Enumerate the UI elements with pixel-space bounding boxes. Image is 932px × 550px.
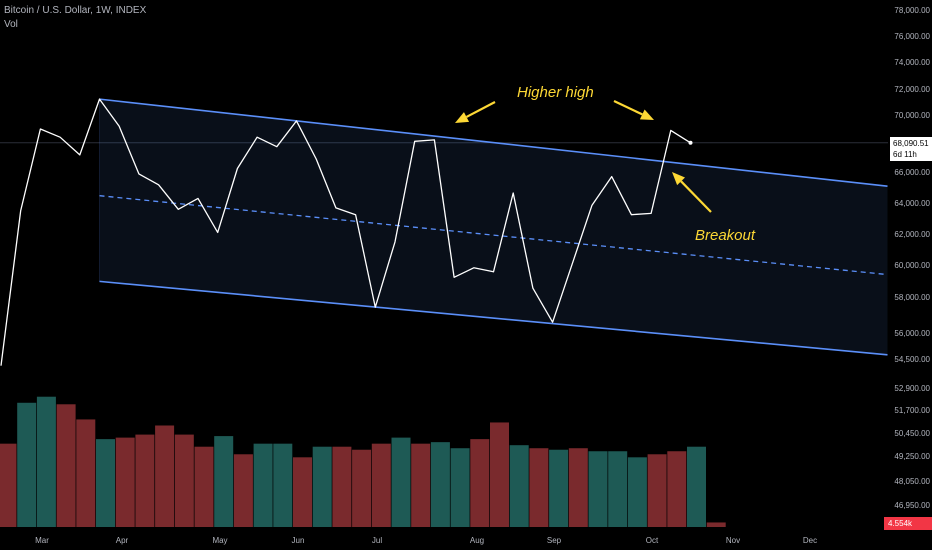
price-line[interactable] <box>0 98 691 366</box>
y-tick-label: 74,000.00 <box>894 58 930 67</box>
volume-bar <box>0 443 17 527</box>
last-price: 68,090.51 <box>893 139 929 148</box>
x-tick-label: May <box>212 536 227 545</box>
volume-label: Vol <box>4 19 18 30</box>
y-tick-label: 51,700.00 <box>894 406 930 415</box>
y-axis: 78,000.00 76,000.00 74,000.00 72,000.00 70,0… <box>894 6 930 510</box>
y-tick-label: 76,000.00 <box>894 32 930 41</box>
volume-bar <box>687 446 706 527</box>
y-tick-label: 62,000.00 <box>894 230 930 239</box>
x-tick-label: Jul <box>372 536 382 545</box>
y-tick-label: 58,000.00 <box>894 293 930 302</box>
last-volume-tag: 4.554k <box>884 517 932 530</box>
channel-upper-line[interactable] <box>99 98 888 187</box>
y-tick-label: 50,450.00 <box>894 429 930 438</box>
chart-title: Bitcoin / U.S. Dollar, 1W, INDEX <box>4 5 147 16</box>
volume-bar <box>667 451 687 527</box>
volume-bar <box>470 439 490 527</box>
x-tick-label: Aug <box>470 536 484 545</box>
y-tick-label: 70,000.00 <box>894 111 930 120</box>
arrow-right-high <box>613 100 654 120</box>
y-tick-label: 46,950.00 <box>894 501 930 510</box>
y-tick-label: 52,900.00 <box>894 384 930 393</box>
volume-bar <box>36 396 56 527</box>
x-tick-label: Dec <box>803 536 817 545</box>
volume-bar <box>76 419 96 527</box>
volume-bar <box>529 448 549 527</box>
y-tick-label: 66,000.00 <box>894 168 930 177</box>
volume-bar <box>647 454 667 527</box>
volume-bar <box>568 448 588 527</box>
volume-bar <box>608 451 628 527</box>
volume-bar <box>352 449 372 527</box>
volume-bar <box>214 436 234 527</box>
volume-bar <box>17 402 37 527</box>
volume-bar <box>273 443 293 527</box>
volume-bar <box>56 404 76 527</box>
volume-bar <box>293 457 312 527</box>
volume-bar <box>509 445 529 527</box>
volume-bar <box>332 446 352 527</box>
y-tick-label: 78,000.00 <box>894 6 930 15</box>
y-tick-label: 72,000.00 <box>894 85 930 94</box>
x-tick-label: Mar <box>35 536 49 545</box>
x-tick-label: Sep <box>547 536 562 545</box>
x-tick-label: Apr <box>116 536 129 545</box>
volume-bar <box>174 434 194 527</box>
volume-bar <box>706 522 726 527</box>
y-tick-label: 48,050.00 <box>894 477 930 486</box>
channel-median-line[interactable] <box>99 195 888 276</box>
y-tick-label: 60,000.00 <box>894 261 930 270</box>
annotation-breakout: Breakout <box>695 227 756 244</box>
channel-lower-line[interactable] <box>99 280 888 356</box>
volume-bar <box>253 443 273 527</box>
volume-bar <box>194 446 214 527</box>
volume-bar <box>627 457 647 527</box>
channel-fill <box>99 99 888 355</box>
bar-countdown: 6d 11h <box>893 150 917 159</box>
arrow-breakout <box>672 172 712 213</box>
y-tick-label: 56,000.00 <box>894 329 930 338</box>
volume-bar <box>135 434 155 527</box>
volume-bar <box>391 437 411 527</box>
volume-bar <box>588 451 608 527</box>
volume-bar <box>96 439 115 527</box>
annotation-higher-high: Higher high <box>517 84 594 101</box>
y-tick-label: 54,500.00 <box>894 355 930 364</box>
volume-bar <box>312 446 332 527</box>
last-price-point <box>688 140 693 145</box>
x-tick-label: Oct <box>646 536 659 545</box>
volume-bar <box>549 449 569 527</box>
volume-bar <box>430 442 450 527</box>
y-tick-label: 49,250.00 <box>894 452 930 461</box>
x-tick-label: Jun <box>292 536 305 545</box>
last-price-tag: 68,090.51 6d 11h <box>890 137 932 161</box>
volume-bar <box>155 425 175 527</box>
volume-bar <box>411 443 431 527</box>
volume-series <box>0 396 726 527</box>
arrow-left-high <box>455 101 496 123</box>
x-tick-label: Nov <box>726 536 740 545</box>
volume-bar <box>490 422 509 527</box>
volume-bar <box>115 437 135 527</box>
volume-bar <box>450 448 470 527</box>
x-axis: Mar Apr May Jun Jul Aug Sep Oct Nov Dec <box>35 536 817 545</box>
y-tick-label: 64,000.00 <box>894 199 930 208</box>
volume-bar <box>371 443 391 527</box>
volume-bar <box>233 454 253 527</box>
